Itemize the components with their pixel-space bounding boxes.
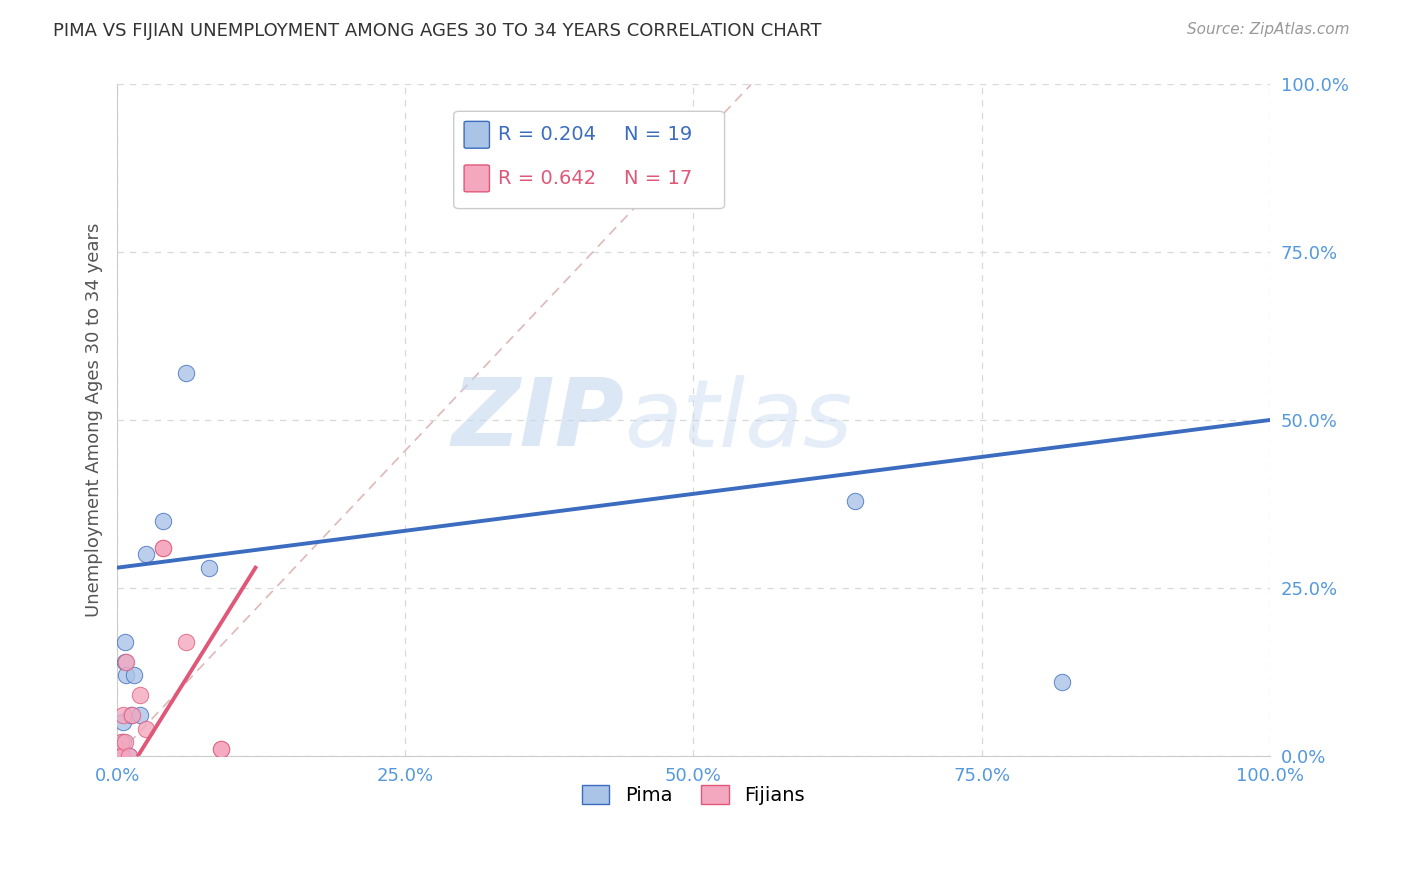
Text: N = 19: N = 19 [624,125,693,145]
Point [114,655,136,669]
Point [110,742,132,756]
Text: Source: ZipAtlas.com: Source: ZipAtlas.com [1187,22,1350,37]
Point [176,634,198,648]
Point [152,541,174,555]
Point [844,493,866,508]
Point [198,560,221,574]
Point [105,748,128,763]
Point [152,514,174,528]
Point [111,714,134,729]
Point [209,742,232,756]
Text: R = 0.642: R = 0.642 [498,169,596,188]
Point [1052,674,1074,689]
Point [114,735,136,749]
Point [118,748,141,763]
Point [115,668,138,682]
Point [114,634,136,648]
Point [124,668,146,682]
FancyBboxPatch shape [464,165,489,192]
FancyBboxPatch shape [464,121,489,148]
Legend: Pima, Fijians: Pima, Fijians [574,778,813,813]
FancyBboxPatch shape [454,112,724,209]
Point [111,735,134,749]
Text: ZIP: ZIP [451,374,624,466]
Point [111,708,134,723]
Point [121,708,143,723]
Point [129,688,152,702]
Point [135,722,157,736]
Point [105,742,128,756]
Point [129,708,152,723]
Point [209,742,232,756]
Point [108,748,131,763]
Y-axis label: Unemployment Among Ages 30 to 34 years: Unemployment Among Ages 30 to 34 years [86,223,103,617]
Point [115,655,138,669]
Point [120,708,142,723]
Text: atlas: atlas [624,375,852,466]
Point [176,366,198,380]
Point [118,748,141,763]
Point [110,735,132,749]
Text: N = 17: N = 17 [624,169,693,188]
Point [152,541,174,555]
Point [135,547,157,561]
Text: R = 0.204: R = 0.204 [498,125,596,145]
Text: PIMA VS FIJIAN UNEMPLOYMENT AMONG AGES 30 TO 34 YEARS CORRELATION CHART: PIMA VS FIJIAN UNEMPLOYMENT AMONG AGES 3… [53,22,823,40]
Point [111,748,134,763]
Point [110,748,132,763]
Point [105,748,128,763]
Point [105,742,128,756]
